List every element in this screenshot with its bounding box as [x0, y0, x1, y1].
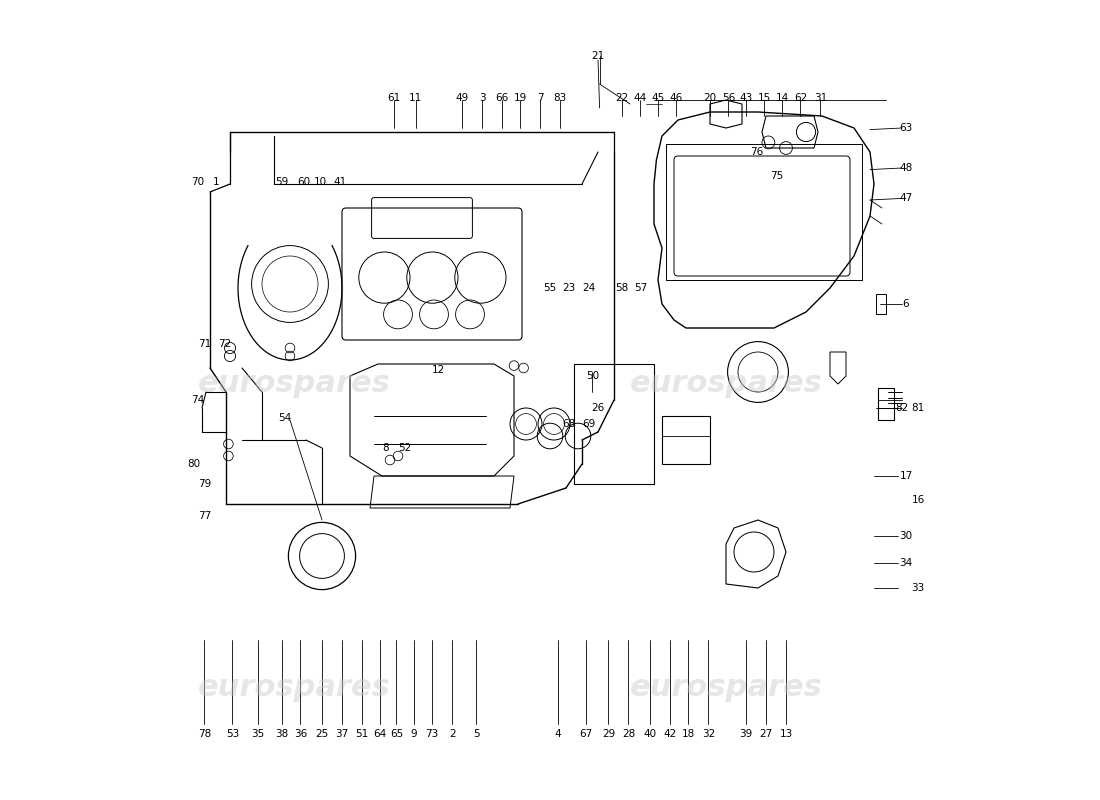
Text: 68: 68 [562, 419, 575, 429]
Text: 73: 73 [425, 730, 438, 739]
Text: 57: 57 [634, 283, 647, 293]
Text: 46: 46 [669, 93, 682, 102]
Text: 16: 16 [912, 495, 925, 505]
Text: 69: 69 [582, 419, 595, 429]
Text: eurospares: eurospares [198, 674, 390, 702]
Text: 56: 56 [722, 93, 735, 102]
Text: 20: 20 [703, 93, 716, 102]
Text: 6: 6 [903, 299, 910, 309]
Text: 18: 18 [682, 730, 695, 739]
Text: 8: 8 [383, 443, 389, 453]
Text: 77: 77 [198, 511, 211, 521]
Text: 58: 58 [615, 283, 628, 293]
Text: 17: 17 [900, 471, 913, 481]
Text: 60: 60 [297, 178, 310, 187]
Text: 63: 63 [900, 123, 913, 133]
Text: 2: 2 [449, 730, 455, 739]
Text: 43: 43 [739, 93, 752, 102]
Text: 39: 39 [739, 730, 752, 739]
Text: 12: 12 [431, 365, 444, 374]
Text: 27: 27 [759, 730, 772, 739]
Text: 82: 82 [895, 403, 909, 413]
Text: 53: 53 [226, 730, 239, 739]
Text: eurospares: eurospares [629, 674, 823, 702]
Text: 74: 74 [191, 395, 205, 405]
Text: 47: 47 [900, 194, 913, 203]
Text: 24: 24 [582, 283, 595, 293]
Text: 45: 45 [651, 93, 664, 102]
Text: 10: 10 [314, 178, 327, 187]
Text: 7: 7 [537, 93, 543, 102]
Text: 25: 25 [316, 730, 329, 739]
Text: 66: 66 [495, 93, 508, 102]
Text: 81: 81 [912, 403, 925, 413]
Text: 22: 22 [615, 93, 628, 102]
Text: 78: 78 [198, 730, 211, 739]
Text: 50: 50 [586, 371, 600, 381]
Text: 70: 70 [191, 178, 205, 187]
Text: 36: 36 [294, 730, 307, 739]
Text: 51: 51 [355, 730, 368, 739]
Text: 71: 71 [198, 339, 211, 349]
Text: 33: 33 [912, 583, 925, 593]
Text: 37: 37 [336, 730, 349, 739]
Text: 41: 41 [333, 178, 346, 187]
Text: 15: 15 [758, 93, 771, 102]
Text: 5: 5 [473, 730, 480, 739]
Text: 80: 80 [187, 459, 200, 469]
Text: 35: 35 [252, 730, 265, 739]
Text: 65: 65 [389, 730, 403, 739]
Text: 1: 1 [213, 178, 220, 187]
Text: 67: 67 [580, 730, 593, 739]
Text: 72: 72 [218, 339, 231, 349]
Text: 9: 9 [410, 730, 417, 739]
Text: 38: 38 [275, 730, 288, 739]
Text: 54: 54 [278, 413, 292, 422]
Text: 55: 55 [543, 283, 557, 293]
Text: 61: 61 [387, 93, 400, 102]
Text: 34: 34 [900, 558, 913, 568]
Text: 44: 44 [634, 93, 647, 102]
Text: 42: 42 [663, 730, 676, 739]
Text: 29: 29 [602, 730, 615, 739]
Text: eurospares: eurospares [629, 370, 823, 398]
Text: 4: 4 [554, 730, 561, 739]
Text: 13: 13 [780, 730, 793, 739]
Text: 19: 19 [514, 93, 527, 102]
Text: 40: 40 [644, 730, 657, 739]
Text: 11: 11 [409, 93, 422, 102]
Text: 21: 21 [592, 51, 605, 61]
Text: 52: 52 [398, 443, 411, 453]
Text: 83: 83 [553, 93, 566, 102]
Text: 48: 48 [900, 163, 913, 173]
Text: 79: 79 [198, 479, 211, 489]
Text: 64: 64 [373, 730, 386, 739]
Text: 62: 62 [794, 93, 807, 102]
Text: 76: 76 [750, 147, 763, 157]
Text: 30: 30 [900, 531, 913, 541]
Text: 26: 26 [592, 403, 605, 413]
Text: 28: 28 [621, 730, 635, 739]
Text: 14: 14 [776, 93, 789, 102]
Text: 23: 23 [562, 283, 575, 293]
Text: eurospares: eurospares [198, 370, 390, 398]
Text: 49: 49 [455, 93, 469, 102]
Text: 59: 59 [275, 178, 288, 187]
Text: 32: 32 [702, 730, 715, 739]
Text: 31: 31 [814, 93, 827, 102]
Text: 3: 3 [478, 93, 485, 102]
Text: 75: 75 [770, 171, 783, 181]
